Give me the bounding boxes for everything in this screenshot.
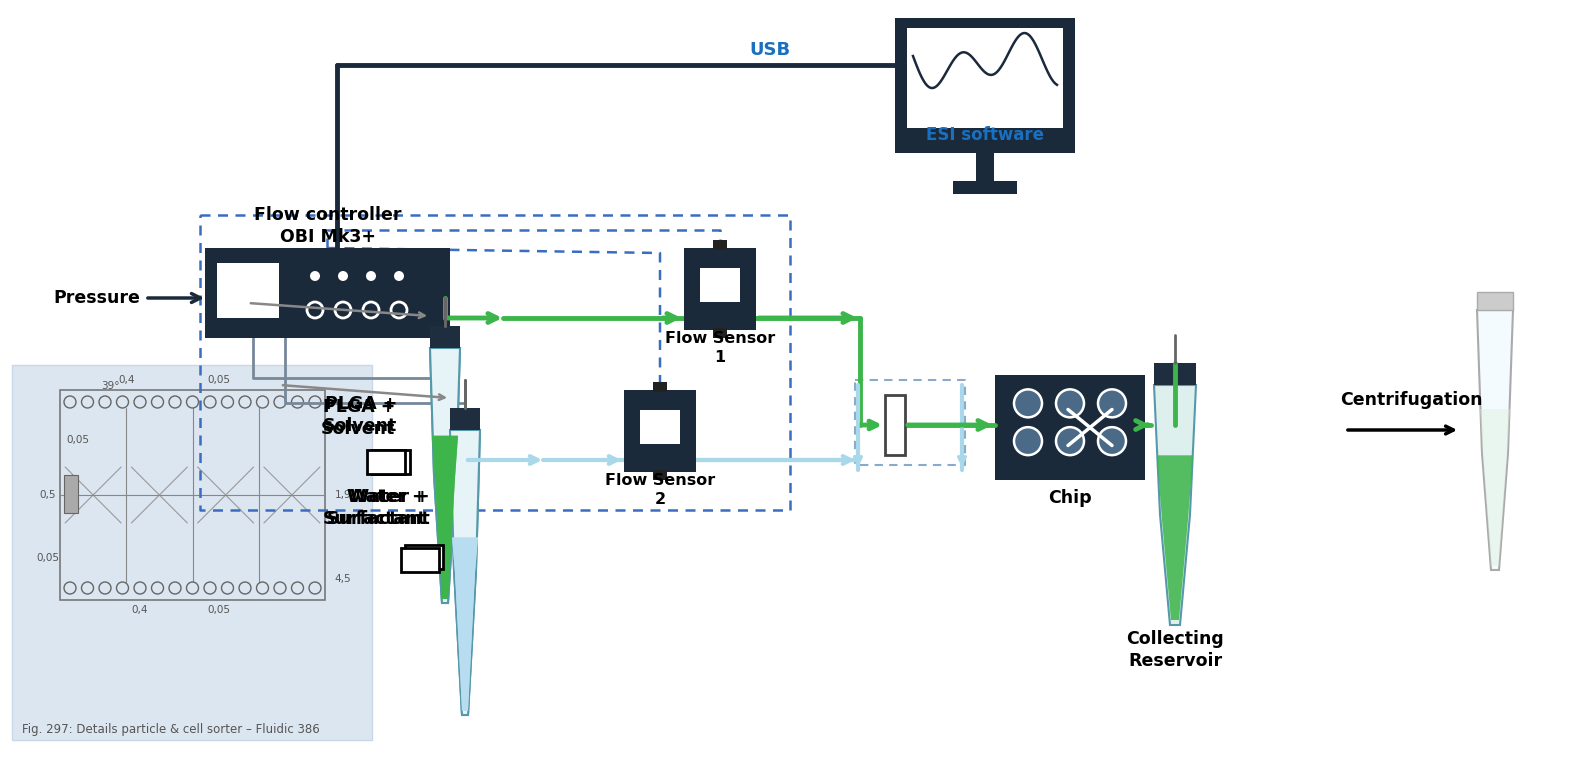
- Circle shape: [338, 271, 349, 281]
- Polygon shape: [452, 538, 477, 711]
- Bar: [895, 18, 1075, 153]
- Bar: [430, 326, 460, 348]
- Bar: [977, 153, 994, 181]
- Circle shape: [1097, 427, 1126, 455]
- Text: 1,9: 1,9: [334, 490, 352, 500]
- Polygon shape: [451, 430, 480, 715]
- Text: Fig. 297: Details particle & cell sorter – Fluidic 386: Fig. 297: Details particle & cell sorter…: [22, 723, 320, 737]
- Bar: [13, 365, 372, 740]
- Bar: [885, 395, 904, 455]
- Bar: [653, 470, 667, 480]
- Text: R2: R2: [413, 549, 435, 564]
- Text: 0,5: 0,5: [39, 490, 57, 500]
- Bar: [907, 28, 1063, 128]
- Text: PLGA +
Solvent: PLGA + Solvent: [323, 395, 397, 435]
- Text: 0,4: 0,4: [132, 605, 148, 615]
- Bar: [372, 450, 410, 474]
- Bar: [995, 375, 1145, 480]
- Text: USB: USB: [749, 41, 791, 59]
- Bar: [713, 240, 727, 250]
- Bar: [206, 248, 451, 338]
- Text: Water +
Surfactant: Water + Surfactant: [327, 488, 430, 528]
- Bar: [64, 475, 78, 513]
- Bar: [713, 328, 727, 338]
- Polygon shape: [1157, 455, 1193, 620]
- Text: 4,5: 4,5: [334, 574, 352, 584]
- Text: Collecting
Reservoir: Collecting Reservoir: [1126, 630, 1225, 670]
- Bar: [217, 263, 279, 318]
- Text: 39°: 39°: [100, 381, 119, 391]
- Polygon shape: [432, 435, 458, 599]
- Bar: [653, 382, 667, 392]
- Bar: [60, 390, 325, 600]
- Circle shape: [309, 271, 320, 281]
- Circle shape: [1014, 389, 1042, 417]
- Polygon shape: [451, 430, 480, 715]
- Polygon shape: [430, 348, 460, 603]
- Text: Water +
Surfactant: Water + Surfactant: [323, 488, 427, 528]
- Text: 0,05: 0,05: [207, 375, 231, 385]
- Bar: [400, 548, 440, 572]
- Bar: [405, 545, 443, 569]
- Text: Chip: Chip: [1049, 489, 1091, 507]
- Text: 0,05: 0,05: [207, 605, 231, 615]
- Polygon shape: [430, 348, 460, 603]
- Bar: [451, 408, 480, 430]
- Bar: [685, 248, 757, 330]
- Text: 0,05: 0,05: [66, 435, 89, 445]
- Polygon shape: [432, 435, 458, 599]
- Text: 0,4: 0,4: [118, 375, 135, 385]
- Bar: [451, 408, 480, 430]
- Text: R1: R1: [380, 455, 402, 469]
- Text: Flow Sensor
2: Flow Sensor 2: [604, 473, 714, 507]
- Text: 0,05: 0,05: [36, 553, 60, 563]
- Polygon shape: [1477, 310, 1513, 570]
- Bar: [700, 268, 739, 302]
- Circle shape: [394, 271, 403, 281]
- Text: PLGA +
Solvent: PLGA + Solvent: [320, 398, 396, 438]
- Text: R2: R2: [408, 552, 432, 568]
- Text: R1: R1: [375, 455, 397, 469]
- Text: Flow controller
OBI Mk3+: Flow controller OBI Mk3+: [254, 206, 402, 246]
- Text: Pressure: Pressure: [53, 289, 140, 307]
- Bar: [953, 181, 1017, 194]
- Text: Centrifugation: Centrifugation: [1341, 391, 1482, 409]
- Circle shape: [366, 271, 375, 281]
- Text: Flow Sensor
1: Flow Sensor 1: [664, 331, 776, 365]
- Polygon shape: [1154, 385, 1196, 625]
- Bar: [641, 410, 680, 444]
- Bar: [367, 450, 405, 474]
- Circle shape: [1057, 389, 1083, 417]
- Circle shape: [1057, 427, 1083, 455]
- Circle shape: [1014, 427, 1042, 455]
- Bar: [1154, 363, 1196, 385]
- Text: ESI software: ESI software: [926, 126, 1044, 144]
- Bar: [430, 326, 460, 348]
- Circle shape: [1097, 389, 1126, 417]
- Polygon shape: [452, 538, 477, 711]
- Bar: [1477, 292, 1513, 310]
- Bar: [623, 390, 696, 472]
- Polygon shape: [1481, 409, 1510, 566]
